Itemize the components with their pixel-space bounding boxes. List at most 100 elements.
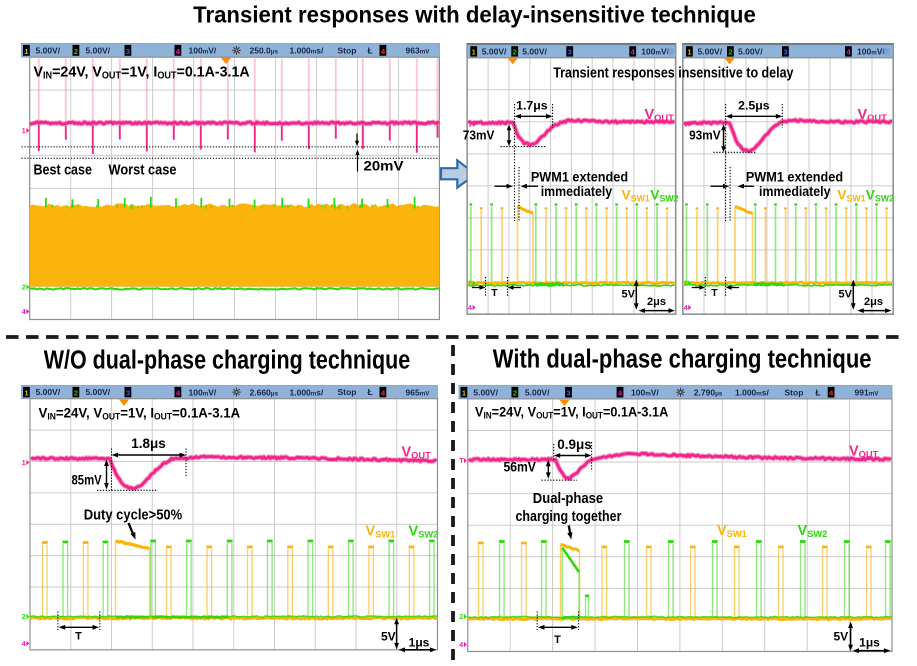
svg-text:1.7μs: 1.7μs [516, 99, 548, 113]
svg-text:4: 4 [684, 305, 688, 312]
svg-text:Ł: Ł [368, 387, 373, 397]
svg-text:VIN=24V, VOUT=1V, IOUT=0.1A-3.: VIN=24V, VOUT=1V, IOUT=0.1A-3.1A [475, 404, 669, 421]
svg-text:VIN=24V, VOUT=1V, IOUT=0.1A-3.: VIN=24V, VOUT=1V, IOUT=0.1A-3.1A [34, 64, 251, 81]
svg-text:0.9μs: 0.9μs [557, 437, 591, 452]
svg-text:1.000ms/: 1.000ms/ [735, 387, 770, 397]
svg-text:3: 3 [126, 47, 130, 56]
svg-text:100mV/: 100mV/ [189, 387, 217, 397]
svg-text:20mV: 20mV [364, 159, 404, 174]
svg-text:T: T [468, 122, 473, 129]
svg-text:W/O dual-phase charging techni: W/O dual-phase charging technique [44, 346, 410, 375]
svg-text:Ł: Ł [368, 46, 373, 56]
svg-text:2.660μs: 2.660μs [250, 387, 279, 397]
svg-text:965mV: 965mV [406, 387, 431, 397]
svg-text:immediately: immediately [541, 183, 613, 199]
svg-text:VSW1: VSW1 [717, 523, 747, 539]
svg-text:73mV: 73mV [463, 128, 495, 143]
svg-text:VSW1: VSW1 [837, 188, 865, 204]
svg-text:5V: 5V [834, 630, 849, 644]
svg-text:VSW2: VSW2 [409, 524, 439, 540]
svg-text:5.00V/: 5.00V/ [738, 47, 763, 57]
svg-text:5.00V/: 5.00V/ [36, 46, 61, 56]
svg-text:VSW2: VSW2 [650, 188, 678, 204]
svg-text:2: 2 [513, 48, 517, 57]
svg-text:2: 2 [74, 388, 78, 397]
svg-text:4: 4 [176, 388, 181, 397]
svg-text:Dual-phase: Dual-phase [533, 489, 603, 506]
svg-text:4: 4 [22, 641, 26, 648]
svg-text:VOUT: VOUT [849, 444, 879, 460]
svg-text:VSW1: VSW1 [366, 524, 396, 540]
svg-text:5.00V/: 5.00V/ [522, 47, 547, 57]
svg-text:5.00V/: 5.00V/ [525, 387, 550, 397]
svg-text:56mV: 56mV [504, 459, 537, 475]
svg-text:T: T [711, 287, 718, 299]
svg-text:Worst case: Worst case [109, 160, 177, 177]
svg-text:3: 3 [126, 388, 130, 397]
svg-text:2.5μs: 2.5μs [738, 99, 770, 113]
svg-text:2μs: 2μs [647, 296, 666, 308]
svg-text:Stop: Stop [785, 387, 804, 397]
svg-text:Transient responses with delay: Transient responses with delay-insensiti… [193, 1, 756, 28]
svg-text:5.00V/: 5.00V/ [698, 47, 723, 57]
svg-text:1: 1 [24, 47, 28, 56]
svg-text:VOUT: VOUT [858, 107, 888, 123]
svg-text:Ł: Ł [815, 387, 820, 397]
svg-text:5.00V/: 5.00V/ [86, 46, 111, 56]
svg-text:5.00V/: 5.00V/ [86, 387, 111, 397]
svg-text:1.000ms/: 1.000ms/ [290, 387, 325, 397]
svg-text:2: 2 [22, 614, 26, 621]
svg-text:250.0μs: 250.0μs [250, 46, 279, 56]
svg-text:VOUT: VOUT [645, 107, 675, 123]
svg-text:VOUT: VOUT [402, 445, 432, 461]
svg-text:Duty cycle>50%: Duty cycle>50% [84, 506, 183, 523]
svg-text:1.000ms/: 1.000ms/ [290, 46, 325, 56]
svg-text:2: 2 [74, 47, 78, 56]
svg-text:T: T [491, 287, 498, 299]
svg-text:1: 1 [24, 388, 28, 397]
svg-text:100mV/: 100mV/ [189, 46, 217, 56]
svg-text:3: 3 [783, 48, 787, 57]
svg-text:3: 3 [568, 48, 572, 57]
svg-text:Stop: Stop [338, 46, 357, 56]
svg-text:3: 3 [566, 389, 570, 398]
svg-text:2.790μs: 2.790μs [694, 387, 723, 397]
svg-text:1μs: 1μs [409, 636, 430, 650]
svg-text:PWM1 extended: PWM1 extended [746, 169, 843, 185]
svg-text:T: T [459, 458, 464, 465]
svg-text:100mV/: 100mV/ [857, 47, 885, 57]
svg-text:VSW2: VSW2 [798, 523, 828, 539]
svg-text:1: 1 [22, 460, 26, 467]
svg-text:5V: 5V [839, 289, 853, 301]
svg-text:VSW2: VSW2 [866, 188, 894, 204]
svg-text:charging together: charging together [516, 508, 622, 524]
svg-text:2: 2 [468, 281, 472, 288]
svg-text:2μs: 2μs [864, 296, 883, 308]
svg-text:4: 4 [468, 305, 472, 312]
svg-text:100mV/: 100mV/ [631, 387, 659, 397]
svg-text:100mV/: 100mV/ [641, 47, 669, 57]
svg-text:85mV: 85mV [72, 471, 103, 487]
svg-text:4: 4 [829, 389, 834, 398]
svg-text:2: 2 [684, 281, 688, 288]
svg-text:With dual-phase charging techn: With dual-phase charging technique [493, 345, 872, 374]
svg-text:4: 4 [459, 642, 463, 649]
svg-text:T: T [554, 634, 561, 646]
svg-text:1.8μs: 1.8μs [131, 436, 166, 451]
svg-text:4: 4 [846, 48, 851, 57]
svg-text:5.00V/: 5.00V/ [482, 47, 507, 57]
svg-text:VSW1: VSW1 [622, 188, 650, 204]
svg-text:Stop: Stop [338, 387, 357, 397]
svg-text:5.00V/: 5.00V/ [473, 387, 498, 397]
svg-text:2: 2 [22, 285, 26, 292]
svg-text:4: 4 [631, 48, 636, 57]
svg-text:93mV: 93mV [689, 128, 721, 143]
svg-text:PWM1 extended: PWM1 extended [531, 169, 628, 185]
svg-text:1: 1 [472, 48, 476, 57]
svg-text:5V: 5V [622, 289, 636, 301]
svg-text:4: 4 [22, 309, 26, 316]
svg-text:4: 4 [176, 47, 181, 56]
svg-text:1: 1 [687, 48, 691, 57]
svg-text:963mV: 963mV [406, 46, 431, 56]
svg-text:991mV: 991mV [855, 387, 880, 397]
